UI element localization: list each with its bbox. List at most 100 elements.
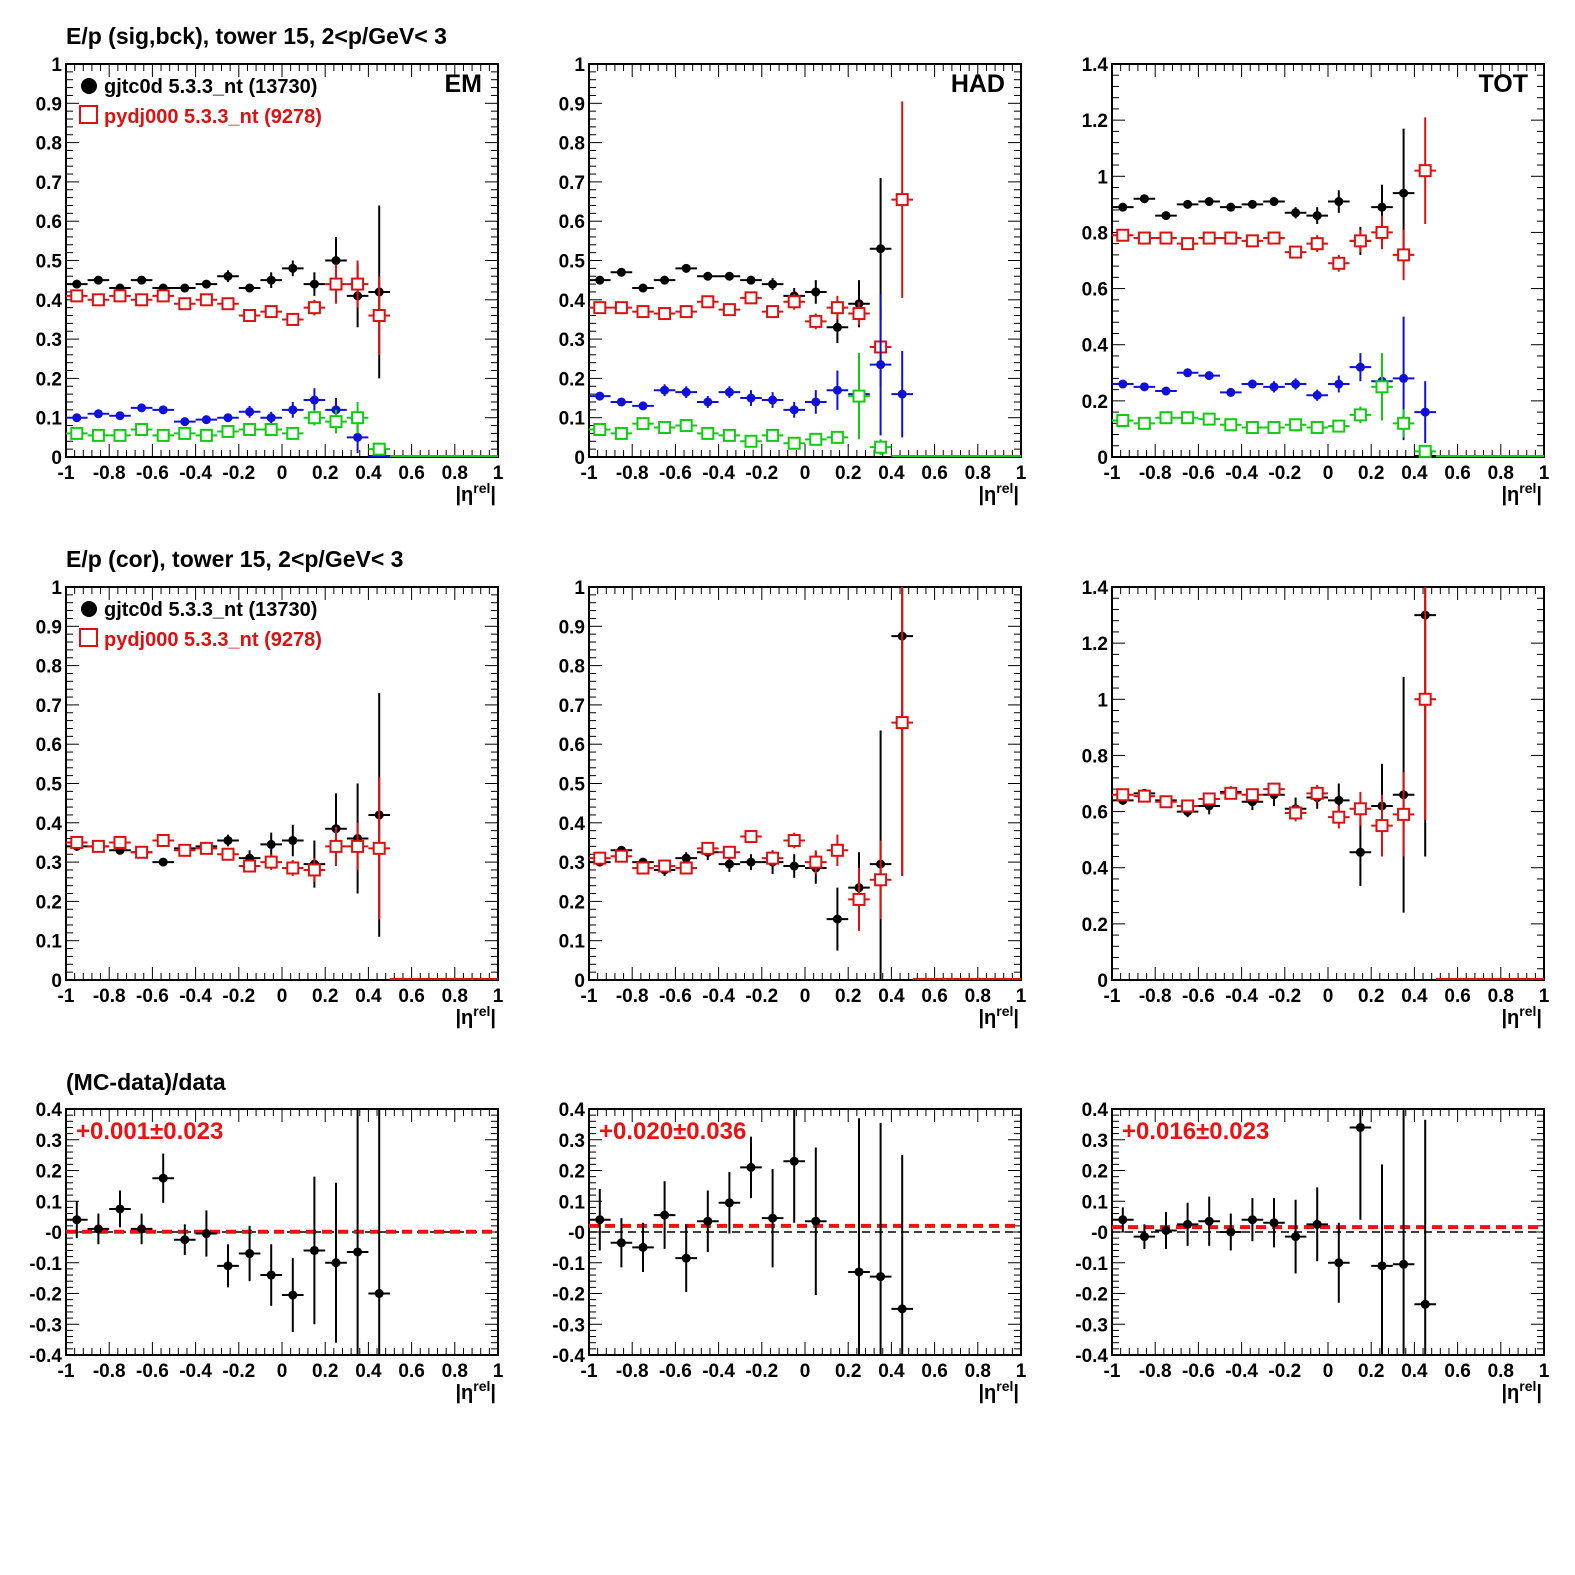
data-point: [595, 275, 605, 285]
data-point: [1224, 786, 1238, 800]
y-tick-label: 0.4: [559, 291, 586, 312]
y-tick-label: 0: [51, 971, 62, 992]
chart-panel: -1 -0.8 -0.6 -0.4 -0.2 0 0.2 0.4 0.6 0.8 1 0 0.1 0.2 0…: [36, 55, 504, 506]
x-axis-label: |ηrel|: [455, 1003, 496, 1029]
x-tick-label: -0.6: [659, 1361, 692, 1382]
data-point: [1118, 379, 1128, 389]
data-point: [243, 859, 257, 873]
x-tick-label: -0.4: [1225, 1361, 1258, 1382]
legend-mc-label: pydj000 5.3.3_nt (9278): [104, 629, 322, 651]
y-tick-label: -0.2: [552, 1285, 585, 1306]
data-point: [180, 1235, 190, 1245]
x-tick-label: -0.4: [702, 463, 735, 484]
data-point: [1418, 692, 1432, 706]
data-point: [309, 395, 319, 405]
data-point: [854, 1267, 864, 1277]
data-point: [286, 312, 300, 326]
data-point: [1353, 234, 1367, 248]
data-point: [113, 428, 127, 442]
data-point: [307, 863, 321, 877]
x-tick-label: 1: [493, 986, 504, 1007]
x-tick-label: -0.2: [222, 1361, 255, 1382]
data-point: [353, 1247, 363, 1257]
y-tick-label: 0.8: [36, 657, 62, 678]
data-point: [703, 397, 713, 407]
y-tick-label: 0.6: [36, 212, 62, 233]
data-point: [768, 395, 778, 405]
data-point: [1291, 208, 1301, 218]
data-point: [113, 289, 127, 303]
y-tick-label: 1.4: [1082, 55, 1109, 76]
data-point: [595, 391, 605, 401]
data-point: [701, 841, 715, 855]
x-tick-label: 1: [1016, 1361, 1027, 1382]
data-point: [1267, 231, 1281, 245]
fit-annotation: +0.016±0.023: [1122, 1118, 1269, 1145]
legend-mc-label: pydj000 5.3.3_nt (9278): [104, 106, 322, 128]
data-point: [595, 1215, 605, 1225]
data-point: [1269, 382, 1279, 392]
data-point: [1245, 421, 1259, 435]
data-point: [288, 1290, 298, 1300]
data-point: [288, 263, 298, 273]
data-point: [70, 835, 84, 849]
chart-panel: -1 -0.8 -0.6 -0.4 -0.2 0 0.2 0.4 0.6 0.8 1 0 0.1 0.2 0…: [559, 55, 1027, 506]
data-point: [746, 857, 756, 867]
data-point: [1247, 379, 1257, 389]
data-point: [351, 839, 365, 853]
x-tick-label: 0.6: [921, 1361, 947, 1382]
x-tick-label: 1: [493, 1361, 504, 1382]
data-point: [832, 322, 842, 332]
data-point: [1312, 390, 1322, 400]
data-point: [199, 841, 213, 855]
legend-top: gjtc0d 5.3.3_nt (13730) pydj000 5.3.3_nt…: [79, 76, 322, 128]
row-title-cor: E/p (cor), tower 15, 2<p/GeV< 3: [66, 546, 403, 572]
data-point: [264, 305, 278, 319]
x-tick-label: -1: [581, 463, 598, 484]
data-point: [1397, 248, 1411, 262]
data-point: [137, 403, 147, 413]
y-tick-label: 0.4: [559, 814, 586, 835]
data-point: [156, 289, 170, 303]
data-point: [1332, 419, 1346, 433]
x-tick-label: -0.4: [1225, 463, 1258, 484]
y-tick-label: 1: [1097, 167, 1108, 188]
x-axis-label: |ηrel|: [1501, 480, 1542, 506]
data-point: [1116, 414, 1130, 428]
x-tick-label: 0.8: [965, 463, 991, 484]
data-point: [701, 295, 715, 309]
x-tick-label: 0.4: [355, 986, 382, 1007]
y-tick-label: -0.3: [1075, 1315, 1108, 1336]
data-point: [264, 855, 278, 869]
data-point: [158, 1173, 168, 1183]
data-point: [1334, 1258, 1344, 1268]
y-tick-label: 0.2: [1082, 392, 1108, 413]
panel-corner-label: HAD: [951, 70, 1005, 98]
x-tick-label: 0: [800, 463, 811, 484]
x-tick-label: 0: [800, 1361, 811, 1382]
x-tick-label: -0.2: [222, 463, 255, 484]
data-point: [1161, 386, 1171, 396]
data-point: [1161, 211, 1171, 221]
legend-data-label: gjtc0d 5.3.3_nt (13730): [104, 599, 317, 621]
data-point: [746, 1162, 756, 1172]
x-tick-label: -1: [58, 463, 75, 484]
data-point: [1247, 1215, 1257, 1225]
data-point: [158, 405, 168, 415]
y-tick-label: 0.9: [559, 617, 585, 638]
data-point: [832, 385, 842, 395]
data-series: [1112, 1109, 1436, 1355]
x-tick-label: 0.4: [1401, 986, 1428, 1007]
data-point: [679, 305, 693, 319]
y-tick-label: 0.8: [559, 134, 585, 155]
x-tick-label: -0.8: [616, 1361, 649, 1382]
y-tick-label: 0.5: [559, 775, 586, 796]
data-point: [1181, 411, 1195, 425]
y-tick-label: 0: [51, 448, 62, 469]
data-point: [223, 413, 233, 423]
x-tick-label: -1: [581, 1361, 598, 1382]
y-tick-label: 1: [51, 55, 62, 76]
x-tick-label: -0.6: [659, 986, 692, 1007]
data-point: [722, 303, 736, 317]
data-point: [1159, 231, 1173, 245]
